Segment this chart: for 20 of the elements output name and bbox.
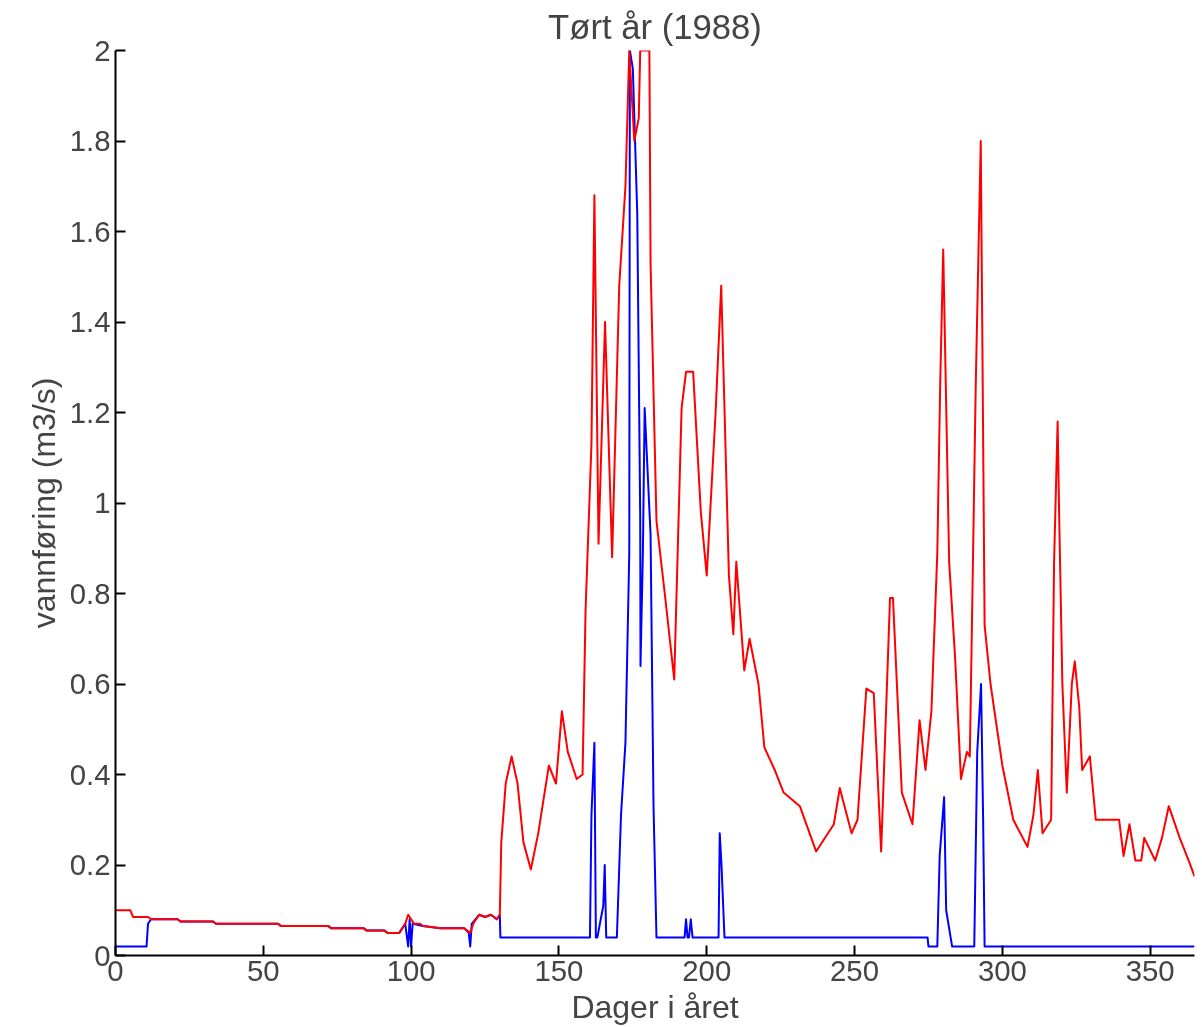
y-tick-label: 1.6 <box>69 214 111 248</box>
y-tick-label: 0.6 <box>69 667 111 700</box>
y-tick-label: 0.4 <box>69 757 111 791</box>
x-tick-label: 300 <box>977 953 1027 987</box>
y-tick-label: 2 <box>94 33 111 67</box>
y-axis-title: vannføring (m3/s) <box>25 377 62 629</box>
y-tick-label: 0.2 <box>69 848 111 881</box>
chart-title: Tørt år (1988) <box>548 7 762 46</box>
x-tick-label: 100 <box>386 953 436 987</box>
x-axis-title: Dager i året <box>571 988 739 1025</box>
x-tick-label: 350 <box>1125 953 1175 987</box>
x-tick-label: 200 <box>682 953 732 987</box>
y-tick-label: 1.8 <box>69 124 111 157</box>
y-tick-label: 1.4 <box>69 305 111 338</box>
x-tick-label: 150 <box>534 953 584 987</box>
y-tick-label: 1 <box>94 486 111 519</box>
x-tick-label: 50 <box>247 953 280 987</box>
y-tick-label: 0.8 <box>69 576 111 610</box>
y-tick-label: 1.2 <box>69 395 111 429</box>
x-tick-label: 250 <box>830 953 880 987</box>
